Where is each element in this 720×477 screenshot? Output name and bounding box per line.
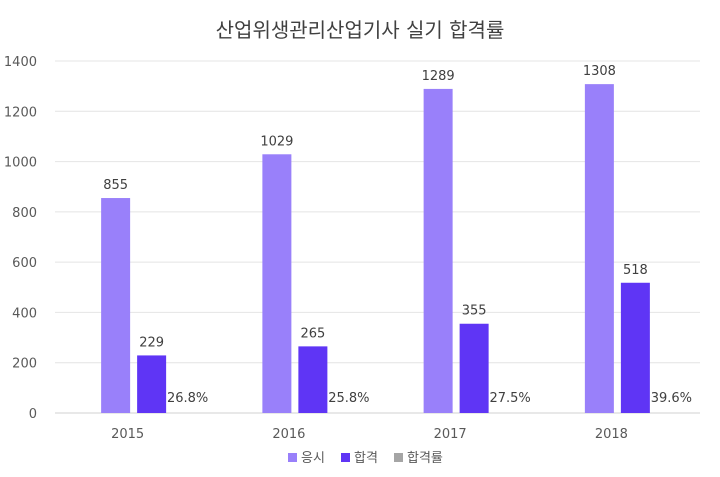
- x-tick-label: 2017: [434, 427, 467, 442]
- bar-응시-2018: [584, 84, 614, 413]
- bar-응시-2015: [101, 198, 131, 413]
- bar-합격-2016: [298, 346, 328, 413]
- bars: [101, 84, 650, 413]
- chart-title: 산업위생관리산업기사 실기 합격률: [216, 18, 505, 42]
- legend-label: 합격: [354, 451, 378, 466]
- y-axis-tick-labels: 0 200 400 600 800 1000 1200 1400: [4, 55, 37, 422]
- y-tick-label: 200: [12, 357, 37, 372]
- data-label: 855: [103, 178, 128, 193]
- data-label-rate: 27.5%: [489, 391, 530, 406]
- y-tick-label: 1000: [4, 156, 37, 171]
- data-label-rate: 25.8%: [328, 391, 369, 406]
- legend-swatch: [341, 453, 350, 462]
- legend-swatch: [394, 453, 403, 462]
- y-tick-label: 0: [29, 407, 37, 422]
- x-tick-label: 2018: [595, 427, 628, 442]
- data-labels: 855 229 26.8% 1029 265 25.8% 1289 355 27.5% 1308 5…: [103, 64, 692, 406]
- y-tick-label: 1200: [4, 105, 37, 120]
- legend: 응시 합격 합격률: [288, 451, 443, 466]
- y-tick-label: 1400: [4, 55, 37, 70]
- y-tick-label: 600: [12, 256, 37, 271]
- bar-응시-2017: [423, 88, 453, 413]
- data-label-rate: 26.8%: [167, 391, 208, 406]
- x-tick-label: 2016: [272, 427, 305, 442]
- legend-swatch: [288, 453, 297, 462]
- bar-응시-2016: [262, 154, 292, 413]
- bar-합격-2018: [620, 282, 650, 413]
- bar-합격-2017: [459, 323, 489, 413]
- x-tick-label: 2015: [111, 427, 144, 442]
- legend-label: 응시: [301, 451, 325, 466]
- data-label: 1289: [422, 69, 455, 84]
- x-axis-tick-labels: 2015 2016 2017 2018: [111, 427, 628, 442]
- data-label: 518: [623, 263, 648, 278]
- legend-label: 합격률: [407, 451, 443, 466]
- data-label: 229: [139, 335, 164, 350]
- data-label: 1029: [260, 134, 293, 149]
- data-label-rate: 39.6%: [651, 391, 692, 406]
- data-label: 265: [300, 326, 325, 341]
- data-label: 1308: [583, 64, 616, 79]
- data-label: 355: [462, 304, 487, 319]
- y-tick-label: 800: [12, 206, 37, 221]
- bar-합격-2015: [137, 355, 167, 413]
- y-tick-label: 400: [12, 306, 37, 321]
